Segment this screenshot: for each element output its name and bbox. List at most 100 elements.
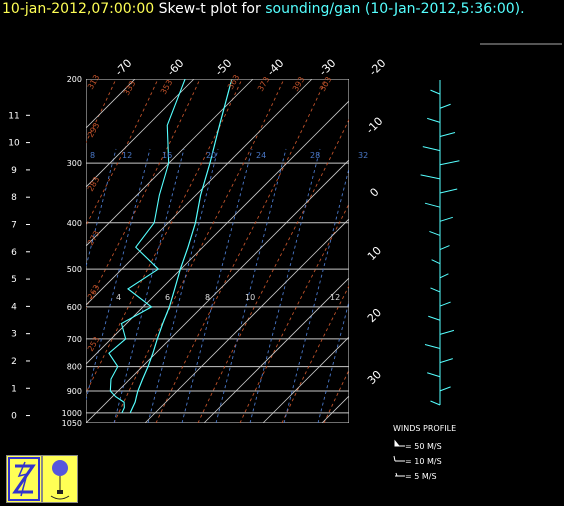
isotherm-line <box>321 395 349 423</box>
dry-adiabat-line <box>86 79 117 144</box>
title-text: Skew-t plot for <box>158 1 261 17</box>
temperature-right-label: 30 <box>365 368 384 387</box>
wind-barb <box>439 358 453 364</box>
legend-row-50: = 50 M/S <box>405 442 442 451</box>
wind-barb <box>439 188 458 194</box>
wind-barb <box>427 117 441 123</box>
temperature-top-label: -30 <box>317 57 339 79</box>
legend-title: WINDS PROFILE <box>393 424 457 433</box>
mixing-ratio-line <box>113 148 185 423</box>
mixing-ratio-line <box>386 149 456 423</box>
wind-barb <box>439 103 451 109</box>
pressure-tick-label: 800 <box>67 363 82 372</box>
wind-barb <box>439 132 456 138</box>
mixing-ratio-label: 8 <box>90 151 95 160</box>
mixing-ratio-label: 28 <box>310 151 320 160</box>
mixing-ratio-line <box>147 148 219 423</box>
wind-barb <box>424 202 441 208</box>
pressure-tick-label: 400 <box>67 219 82 228</box>
temperature-top-label: -40 <box>265 57 287 79</box>
mixing-ratio-label: 12 <box>122 151 132 160</box>
temperature-right-label: 20 <box>365 306 384 325</box>
dry-adiabat-label: 303 <box>318 75 333 93</box>
wind-barb <box>439 245 450 251</box>
dry-adiabat-label: 293 <box>86 121 101 139</box>
isotherm-line <box>381 79 564 423</box>
height-tick-label: 2 <box>11 357 17 367</box>
mixing-ratio-lower-label: 4 <box>116 293 121 302</box>
height-tick-label: 4 <box>11 302 17 312</box>
isotherm-line <box>499 79 564 423</box>
dry-adiabat-line <box>239 202 349 423</box>
legend-barb-icons <box>393 439 405 477</box>
isotherm-line <box>144 218 349 423</box>
height-tick-label: 0 <box>11 412 17 422</box>
dewpoint-trace <box>108 79 186 414</box>
dry-adiabat-label: 273 <box>86 229 101 247</box>
temperature-right-label: 0 <box>367 185 381 199</box>
mixing-ratio-label: 24 <box>256 151 266 160</box>
isotherm-line <box>86 159 349 423</box>
pressure-tick-label: 300 <box>67 159 82 168</box>
wind-barb <box>420 174 441 180</box>
dry-adiabat-label: 363 <box>226 73 241 91</box>
mixing-ratio-label: 16 <box>162 151 172 160</box>
dry-adiabat-label: 353 <box>159 78 174 96</box>
mixing-ratio-line <box>352 149 422 423</box>
dry-adiabat-label: 373 <box>256 75 271 93</box>
wind-barb <box>439 386 451 392</box>
wind-barb <box>424 343 441 349</box>
mixing-ratio-line <box>249 148 321 423</box>
half-barb-icon <box>395 472 405 477</box>
title-date: 10-jan-2012,07:00:00 <box>2 1 155 17</box>
wind-barb <box>429 230 441 236</box>
wind-barb <box>430 287 441 293</box>
height-tick-label: 6 <box>11 248 17 258</box>
dry-adiabat-line <box>323 369 349 423</box>
dry-adiabat-line <box>155 79 327 423</box>
isotherm-line <box>86 100 349 365</box>
dry-adiabat-label: 283 <box>86 175 101 193</box>
wind-barb <box>422 146 441 152</box>
isotherm-line <box>440 79 564 423</box>
mixing-ratio-label: 20 <box>206 151 216 160</box>
pressure-tick-label: 1000 <box>62 409 82 418</box>
mixing-ratio-lower-label: 8 <box>205 293 210 302</box>
wind-barb <box>427 372 441 378</box>
wind-barb <box>428 315 441 321</box>
legend-row-10: = 10 M/S <box>405 457 442 466</box>
mixing-ratio-label: 32 <box>358 151 368 160</box>
dry-adiabat-line <box>86 79 243 395</box>
height-tick-label: 10 <box>8 139 20 149</box>
wind-barb <box>430 400 441 406</box>
dry-adiabat-label: 253 <box>86 335 101 353</box>
temperature-trace <box>129 79 233 414</box>
isotherm-line <box>558 79 564 423</box>
mixing-ratio-lower-label: 12 <box>330 293 340 302</box>
pressure-tick-label: 600 <box>67 303 82 312</box>
wind-barb <box>439 301 451 307</box>
balloon-logo-icon <box>42 455 78 503</box>
isotherm-line <box>86 79 195 188</box>
temperature-top-label: -20 <box>367 57 389 79</box>
mixing-ratio-line <box>420 149 490 423</box>
dry-adiabat-label: 333 <box>122 79 137 97</box>
temperature-right-label: -10 <box>364 115 386 137</box>
dry-adiabat-line <box>408 79 564 423</box>
dry-adiabat-line <box>86 79 201 309</box>
isotherm-line <box>203 277 349 423</box>
full-barb-icon <box>393 455 405 462</box>
wind-barb <box>439 160 460 166</box>
chart-title: 10-jan-2012,07:00:00 Skew-t plot for sou… <box>2 1 525 17</box>
dry-adiabat-label: 313 <box>86 73 101 91</box>
height-tick-label: 8 <box>11 193 17 203</box>
height-tick-label: 11 <box>8 111 19 121</box>
isotherm-line <box>86 79 313 306</box>
dry-adiabat-line <box>281 284 349 423</box>
mixing-ratio-line <box>181 148 253 423</box>
temperature-top-label: -60 <box>165 57 187 79</box>
dry-adiabat-label: 393 <box>291 75 306 93</box>
wind-legend: WINDS PROFILE = 50 M/S = 10 M/S = 5 M/S <box>393 424 513 494</box>
mixing-ratio-line <box>86 148 117 269</box>
